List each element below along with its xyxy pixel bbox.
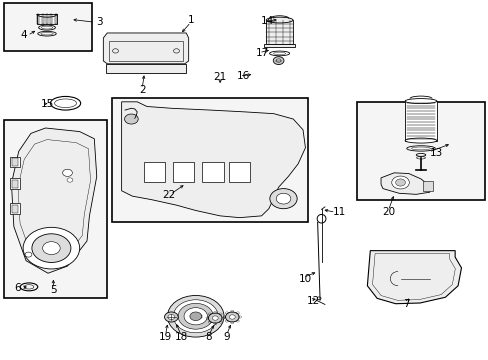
Text: 9: 9 <box>223 332 229 342</box>
Bar <box>112 98 307 222</box>
Text: 5: 5 <box>50 285 57 295</box>
Circle shape <box>42 242 60 255</box>
Polygon shape <box>11 128 97 273</box>
Bar <box>12 205 18 213</box>
Circle shape <box>225 312 239 322</box>
Bar <box>264 44 294 47</box>
Circle shape <box>189 312 201 320</box>
Circle shape <box>208 313 222 323</box>
Circle shape <box>67 178 73 182</box>
Circle shape <box>212 316 218 320</box>
Text: 1: 1 <box>187 15 194 26</box>
Text: 18: 18 <box>174 332 187 342</box>
Text: 22: 22 <box>162 190 175 200</box>
Circle shape <box>391 176 408 189</box>
Text: 14: 14 <box>261 17 274 27</box>
Bar <box>10 178 20 189</box>
Text: 13: 13 <box>429 148 442 158</box>
Circle shape <box>167 296 224 337</box>
Circle shape <box>276 193 290 204</box>
Bar <box>265 20 292 44</box>
Text: 17: 17 <box>256 48 269 58</box>
Bar <box>12 180 18 188</box>
Polygon shape <box>122 102 305 218</box>
Circle shape <box>25 252 32 257</box>
Ellipse shape <box>265 17 292 23</box>
Bar <box>37 14 57 24</box>
Bar <box>41 14 43 24</box>
Text: 4: 4 <box>20 31 27 40</box>
Text: 6: 6 <box>14 283 21 293</box>
Bar <box>37 14 39 24</box>
Circle shape <box>167 315 174 319</box>
Ellipse shape <box>405 138 436 143</box>
Circle shape <box>183 308 207 325</box>
Bar <box>50 14 52 24</box>
Circle shape <box>164 312 178 322</box>
Bar <box>405 101 436 140</box>
Bar <box>228 162 250 182</box>
Text: 16: 16 <box>236 71 249 81</box>
Circle shape <box>178 303 213 329</box>
Bar <box>109 41 183 61</box>
Bar <box>172 162 194 182</box>
Text: 8: 8 <box>205 332 212 342</box>
Text: 2: 2 <box>139 85 145 95</box>
Text: 20: 20 <box>381 207 394 217</box>
Bar <box>143 162 164 182</box>
Circle shape <box>395 179 405 186</box>
Circle shape <box>273 57 284 64</box>
Bar <box>106 64 185 73</box>
Text: 11: 11 <box>332 207 346 217</box>
Polygon shape <box>380 173 429 194</box>
Text: 15: 15 <box>41 99 54 109</box>
Bar <box>3 3 92 51</box>
Polygon shape <box>103 33 188 64</box>
Bar <box>3 120 107 298</box>
Bar <box>423 181 432 192</box>
Text: 21: 21 <box>213 72 226 82</box>
Polygon shape <box>366 251 461 304</box>
Bar <box>356 102 485 201</box>
Circle shape <box>173 300 218 333</box>
Ellipse shape <box>405 99 436 104</box>
Text: 12: 12 <box>306 296 320 306</box>
Text: 3: 3 <box>96 17 102 27</box>
Bar <box>202 162 223 182</box>
Text: 10: 10 <box>299 274 312 284</box>
Bar <box>10 203 20 214</box>
Text: 19: 19 <box>159 332 172 342</box>
Bar <box>12 158 18 166</box>
Circle shape <box>229 315 235 319</box>
Circle shape <box>124 114 138 124</box>
Circle shape <box>32 234 71 262</box>
Circle shape <box>62 169 72 176</box>
Circle shape <box>23 227 80 269</box>
Bar <box>10 157 20 167</box>
Text: 7: 7 <box>403 299 409 309</box>
Bar <box>55 14 57 24</box>
Bar <box>46 14 48 24</box>
Circle shape <box>269 189 297 209</box>
